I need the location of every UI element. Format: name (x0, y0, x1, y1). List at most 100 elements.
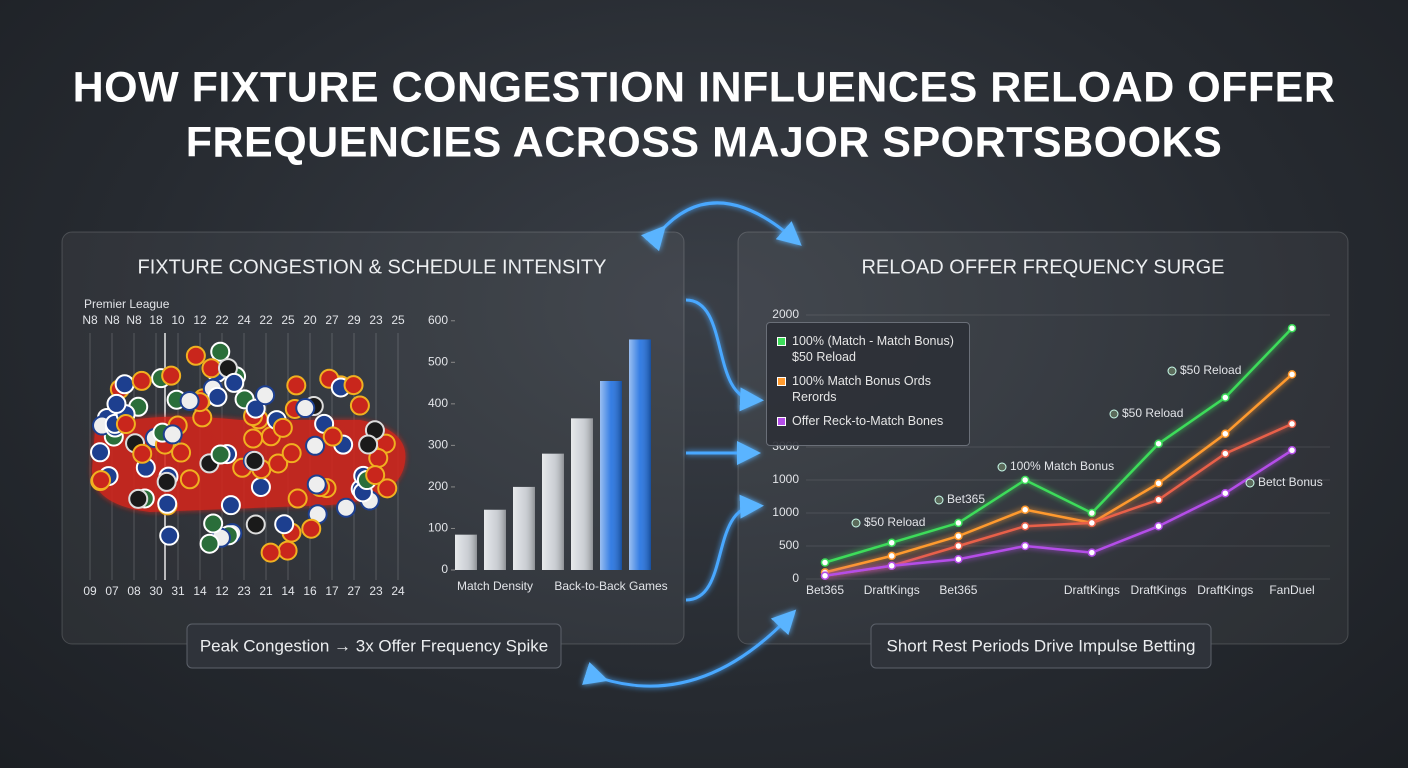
grid-top-label: 18 (149, 313, 163, 327)
legend: 100% (Match ‑ Match Bonus) $50 Reload 100… (766, 322, 970, 446)
legend-label: 100% (Match ‑ Match Bonus) $50 Reload (792, 334, 954, 364)
legend-entry: 100% Match Bonus Ords Rerords (777, 373, 959, 405)
legend-swatch (777, 417, 786, 426)
team-badge (207, 386, 228, 407)
bar-sheen (484, 509, 506, 570)
y-tick-label: 300 (428, 438, 448, 452)
team-badge (349, 395, 370, 416)
series-line (824, 422, 1293, 577)
team-badge (295, 398, 316, 419)
grid-bottom-label: 12 (215, 584, 229, 598)
team-badge (272, 417, 293, 438)
y-tick-label: 1000 (772, 505, 799, 519)
bar-sheen (600, 381, 622, 570)
point (1020, 521, 1030, 531)
y-tick-label: 2000 (772, 307, 799, 321)
annotation: Bet365 (947, 492, 985, 506)
x-tick-label: Bet365 (939, 583, 977, 597)
team-badge (306, 474, 327, 495)
bar-sheen (571, 418, 593, 570)
point (887, 561, 896, 571)
legend-label: Offer Reck-to-Match Bones (792, 414, 944, 428)
series-line (824, 449, 1293, 577)
point (1221, 429, 1230, 439)
panel-title: FIXTURE CONGESTION & SCHEDULE INTENSITY (138, 256, 607, 278)
footer-text: Peak Congestion → 3x Offer Frequency Spi… (200, 636, 548, 655)
x-tick-label: Back-to-Back Games (554, 579, 667, 593)
point (1154, 479, 1163, 488)
annotation: $50 Reload (864, 515, 925, 529)
team-badge (161, 365, 182, 386)
y-tick-label: 1000 (772, 472, 799, 486)
team-badge (287, 488, 308, 509)
team-badge (224, 372, 245, 393)
annotation-icon (851, 518, 861, 528)
point (1020, 505, 1030, 514)
point (1221, 393, 1230, 402)
footer-box (186, 623, 562, 669)
point (1154, 439, 1163, 448)
team-badge (115, 414, 136, 435)
grid-bottom-label: 09 (83, 584, 97, 598)
team-badge (131, 370, 152, 391)
grid-top-label: 20 (303, 313, 317, 327)
y-tick-label: 400 (428, 396, 448, 410)
team-badge (199, 533, 220, 554)
bar-sheen (542, 453, 564, 570)
team-badge (245, 398, 266, 419)
team-badge (156, 471, 177, 492)
title-line: FREQUENCIES ACROSS MAJOR SPORTSBOOKS (186, 118, 1223, 166)
team-badge (185, 345, 206, 366)
bar-sheen (455, 534, 477, 570)
arrows (582, 201, 802, 688)
point (1287, 323, 1297, 333)
bar-sheen (513, 486, 535, 570)
team-badge (162, 424, 183, 445)
grid-bottom-label: 24 (391, 584, 405, 598)
grid-bottom-label: 31 (171, 584, 185, 598)
team-badge (171, 442, 192, 463)
x-tick-label: FanDuel (1269, 583, 1314, 597)
grid-bottom-label: 07 (105, 584, 119, 598)
annotation: 100% Match Bonus (1010, 459, 1114, 473)
team-badge (322, 426, 343, 447)
grid-top-label: 29 (347, 313, 361, 327)
team-badge (179, 469, 200, 490)
title-line: HOW FIXTURE CONGESTION INFLUENCES RELOAD… (73, 63, 1336, 111)
series-line (824, 327, 1293, 564)
grid-top-label: 22 (215, 313, 229, 327)
grid-top-label: 24 (237, 313, 251, 327)
point (1154, 495, 1163, 505)
grid-bottom-label: 30 (149, 584, 163, 598)
team-badge (132, 443, 153, 464)
point (1221, 488, 1230, 498)
annotation-icon (934, 495, 944, 505)
grid-top-label: 10 (171, 313, 185, 327)
point (1020, 475, 1030, 485)
team-badge (343, 375, 364, 396)
annotation: $50 Reload (1122, 406, 1183, 420)
annotation-icon (1109, 409, 1119, 419)
grid-bottom-label: 17 (325, 584, 339, 598)
x-tick-label: DraftKings (1131, 583, 1187, 597)
team-badge (159, 525, 180, 546)
y-tick-label: 500 (779, 538, 799, 552)
team-badge (336, 497, 357, 518)
team-badge (220, 495, 241, 516)
team-badge (128, 488, 149, 509)
team-badge (157, 493, 178, 514)
team-badge (301, 518, 322, 539)
grid-bottom-label: 27 (347, 584, 361, 598)
x-tick-label: Match Density (457, 579, 533, 593)
x-tick-label: DraftKings (1197, 583, 1253, 597)
grid-top-label: 25 (281, 313, 295, 327)
grid-bottom-label: 23 (237, 584, 251, 598)
team-badge (179, 390, 200, 411)
panel-title: RELOAD OFFER FREQUENCY SURGE (861, 256, 1224, 278)
team-badge (210, 444, 231, 465)
team-badge (243, 428, 264, 449)
point (1154, 521, 1163, 531)
y-tick-label: 200 (428, 479, 448, 493)
x-tick-label: DraftKings (864, 583, 920, 597)
